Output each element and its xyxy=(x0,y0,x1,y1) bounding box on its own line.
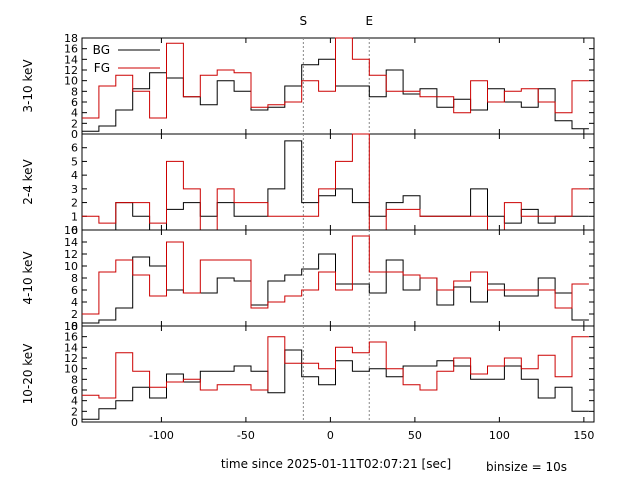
panel-2-series-fg xyxy=(82,133,589,231)
panel-4-ylabel: 10-20 keV xyxy=(21,343,35,405)
panel-2-ytick-label: 5 xyxy=(71,155,78,168)
panel-1-ytick-label: 2 xyxy=(71,117,78,130)
panel-1-series-fg xyxy=(82,37,589,119)
panel-3-ytick-label: 2 xyxy=(71,308,78,321)
panel-2-ytick-label: 3 xyxy=(71,183,78,196)
panel-4-ytick-label: 18 xyxy=(64,320,78,333)
panel-4-ytick-label: 0 xyxy=(71,416,78,429)
panel-3-ytick-label: 4 xyxy=(71,296,78,309)
panel-3-ytick-label: 14 xyxy=(64,236,78,249)
panel-3-ytick-label: 10 xyxy=(64,260,78,273)
panel-3-series-fg xyxy=(82,235,589,315)
panel-1-ytick-label: 18 xyxy=(64,32,78,45)
panel-4-ytick-label: 10 xyxy=(64,363,78,376)
xtick-label: 50 xyxy=(408,429,422,442)
panel-4-ytick-label: 8 xyxy=(71,373,78,386)
panel-3-frame xyxy=(81,229,595,327)
panel-3-ytick-label: 6 xyxy=(71,284,78,297)
panel-4-ytick-label: 4 xyxy=(71,395,78,408)
x-axis-label: time since 2025-01-11T02:07:21 [sec] xyxy=(221,457,451,471)
panel-4-series-bg xyxy=(82,349,589,420)
xtick-label: 0 xyxy=(327,429,334,442)
panel-1-ytick-label: 8 xyxy=(71,85,78,98)
panel-3-ylabel: 4-10 keV xyxy=(21,251,35,305)
panel-1-ytick-label: 10 xyxy=(64,75,78,88)
panel-4-ytick-label: 12 xyxy=(64,352,78,365)
panel-1-ytick-label: 0 xyxy=(71,128,78,141)
panel-4-series-fg xyxy=(82,336,589,399)
panel-4-ytick-label: 2 xyxy=(71,405,78,418)
panel-3-ytick-label: 8 xyxy=(71,272,78,285)
panel-2-ytick-label: 0 xyxy=(71,224,78,237)
xtick-label: 150 xyxy=(573,429,594,442)
panel-2-ytick-label: 1 xyxy=(71,210,78,223)
panel-2-ytick-label: 6 xyxy=(71,142,78,155)
panel-2-frame xyxy=(81,133,595,231)
panel-3-ytick-label: 0 xyxy=(71,320,78,333)
legend-label-bg: BG xyxy=(93,43,110,57)
xtick-label: -50 xyxy=(237,429,255,442)
panel-1-ytick-label: 4 xyxy=(71,107,78,120)
panel-2-ytick-label: 2 xyxy=(71,197,78,210)
panel-1-ytick-label: 12 xyxy=(64,64,78,77)
panel-2-ylabel: 2-4 keV xyxy=(21,158,35,204)
panel-1-ytick-label: 16 xyxy=(64,43,78,56)
panel-1-ytick-label: 6 xyxy=(71,96,78,109)
panel-1-ytick-label: 14 xyxy=(64,53,78,66)
marker-label-e: E xyxy=(365,14,373,28)
panel-4-frame xyxy=(81,325,595,423)
panel-3-ytick-label: 16 xyxy=(64,224,78,237)
panel-3-ytick-label: 12 xyxy=(64,248,78,261)
xtick-label: 100 xyxy=(489,429,510,442)
panel-2-ytick-label: 4 xyxy=(71,169,78,182)
legend-label-fg: FG xyxy=(94,61,110,75)
panel-1-ylabel: 3-10 keV xyxy=(21,59,35,113)
panel-4-ytick-label: 6 xyxy=(71,384,78,397)
marker-label-s: S xyxy=(300,14,308,28)
xtick-label: -100 xyxy=(149,429,174,442)
panel-4-ytick-label: 16 xyxy=(64,331,78,344)
panel-4-ytick-label: 14 xyxy=(64,341,78,354)
binsize-label: binsize = 10s xyxy=(486,460,568,474)
